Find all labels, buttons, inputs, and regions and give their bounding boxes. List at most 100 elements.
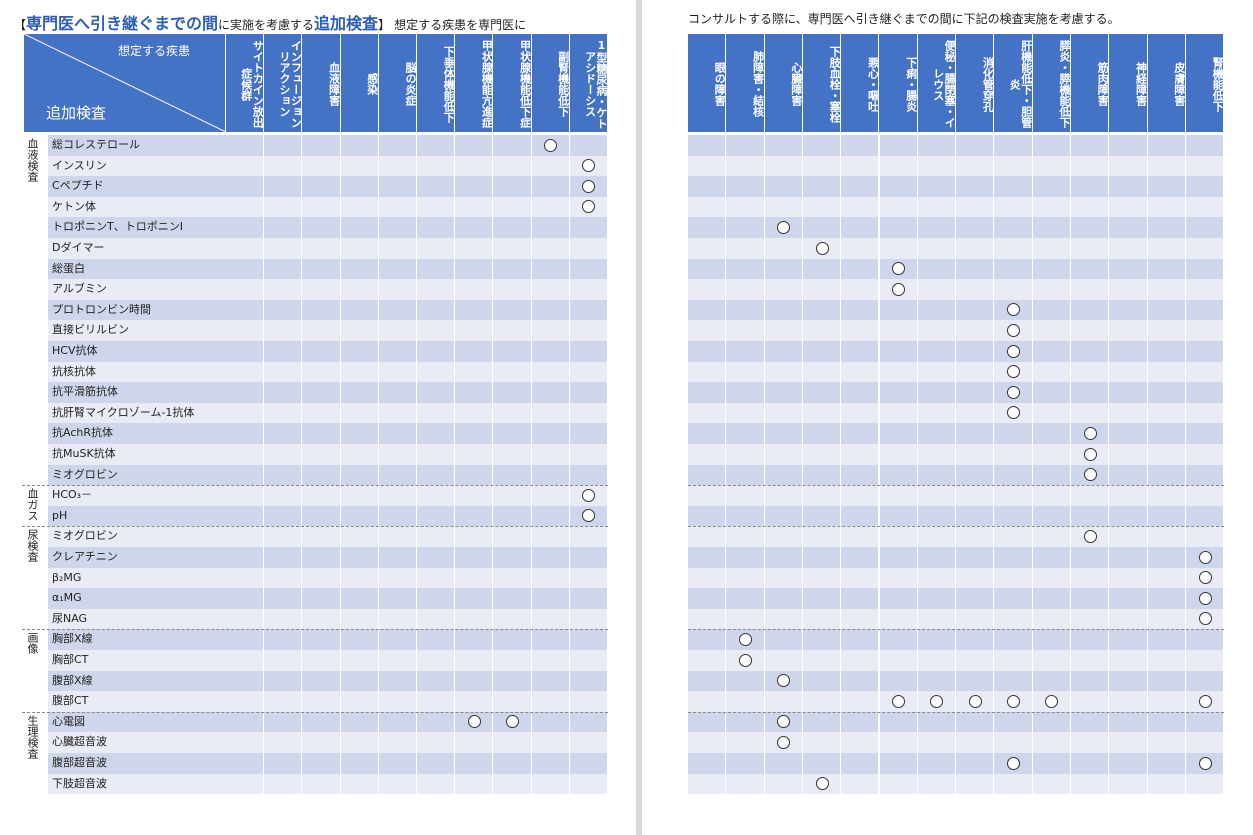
right-cell <box>841 711 880 733</box>
right-cell <box>956 382 995 403</box>
right-cell <box>841 567 880 589</box>
right-col-header: 眼の障害 <box>688 34 727 132</box>
right-cell <box>917 711 957 733</box>
right-cell <box>994 732 1033 753</box>
left-cell <box>264 320 303 341</box>
right-cell <box>764 196 803 218</box>
left-cell <box>378 155 417 177</box>
right-cell <box>726 341 765 362</box>
left-table-row: 総コレステロール <box>48 135 608 156</box>
right-cell <box>956 753 995 774</box>
right-cell <box>879 299 918 321</box>
right-cell <box>1032 135 1071 156</box>
right-cell <box>1032 155 1071 177</box>
right-cell <box>917 361 957 383</box>
left-cell <box>417 176 456 197</box>
right-col-label: 便秘・腸閉塞・イレウス <box>931 40 957 128</box>
left-cell <box>417 155 456 177</box>
right-cell <box>1147 464 1186 486</box>
left-cell <box>569 670 608 692</box>
right-cell <box>688 670 727 692</box>
right-table-row <box>688 217 1225 238</box>
left-table-row: 抗MuSK抗体 <box>48 444 608 465</box>
left-heading: 【専門医へ引き継ぐまでの間に実施を考慮する追加検査】 想定する疾患を専門医に <box>14 10 526 34</box>
right-cell <box>917 135 957 156</box>
left-cell <box>302 279 341 300</box>
right-cell <box>994 155 1033 177</box>
left-cell <box>531 299 570 321</box>
right-cell <box>1147 320 1186 341</box>
right-cell <box>1147 361 1186 383</box>
left-table-row: クレアチニン <box>48 547 608 568</box>
left-cell <box>340 711 379 733</box>
page-gutter <box>636 0 642 835</box>
left-cell <box>340 464 379 486</box>
left-cell <box>531 258 570 280</box>
right-cell <box>802 320 842 341</box>
right-cell <box>688 773 727 795</box>
right-cell <box>1109 423 1148 444</box>
right-cell <box>726 608 765 630</box>
right-cell <box>879 444 918 465</box>
check-circle-icon <box>582 488 596 502</box>
check-circle-icon <box>892 262 906 276</box>
right-table-row <box>688 196 1225 218</box>
right-cell <box>1185 650 1225 671</box>
right-table-row <box>688 732 1225 753</box>
right-cell <box>764 464 803 486</box>
left-cell <box>340 650 379 671</box>
right-page: コンサルトする際に、専門医へ引き継ぐまでの間に下記の検査実施を考慮する。 眼の障… <box>642 0 1253 835</box>
right-cell <box>764 526 803 547</box>
left-cell <box>264 402 303 424</box>
right-cell <box>879 238 918 259</box>
right-cell <box>917 299 957 321</box>
right-table-row <box>688 341 1225 362</box>
right-cell <box>841 217 880 238</box>
check-circle-icon <box>582 509 596 523</box>
left-cell <box>417 650 456 671</box>
right-cell <box>1109 135 1148 156</box>
right-cell <box>802 423 842 444</box>
left-cell <box>378 650 417 671</box>
left-table-row: α₁MG <box>48 588 608 609</box>
check-circle-icon <box>930 694 944 708</box>
check-circle-icon <box>1198 571 1212 585</box>
right-cell <box>1185 464 1225 486</box>
left-cell <box>340 423 379 444</box>
right-cell <box>688 361 727 383</box>
right-cell <box>1147 588 1186 609</box>
left-cell <box>531 382 570 403</box>
right-cell <box>994 279 1033 300</box>
left-cell <box>569 711 608 733</box>
right-cell <box>1185 773 1225 795</box>
left-cell <box>340 196 379 218</box>
right-cell <box>764 217 803 238</box>
right-cell <box>802 402 842 424</box>
right-cell <box>1071 567 1110 589</box>
right-cell <box>1147 753 1186 774</box>
left-cell <box>226 547 265 568</box>
left-cell <box>302 485 341 506</box>
left-cell <box>264 217 303 238</box>
left-cell <box>378 732 417 753</box>
left-cell <box>378 423 417 444</box>
right-cell <box>1147 485 1186 506</box>
right-cell <box>879 608 918 630</box>
right-cell <box>1032 526 1071 547</box>
left-col-header: 感染 <box>341 34 379 132</box>
right-cell <box>764 773 803 795</box>
right-cell <box>956 196 995 218</box>
right-cell <box>1032 423 1071 444</box>
left-cell <box>569 279 608 300</box>
left-cell <box>378 402 417 424</box>
check-circle-icon <box>467 715 481 729</box>
right-cell <box>841 402 880 424</box>
right-cell <box>1185 547 1225 568</box>
right-cell <box>841 505 880 527</box>
right-cell <box>688 238 727 259</box>
right-cell <box>956 361 995 383</box>
right-cell <box>764 650 803 671</box>
left-cell <box>531 608 570 630</box>
right-cell <box>1147 402 1186 424</box>
right-cell <box>688 196 727 218</box>
